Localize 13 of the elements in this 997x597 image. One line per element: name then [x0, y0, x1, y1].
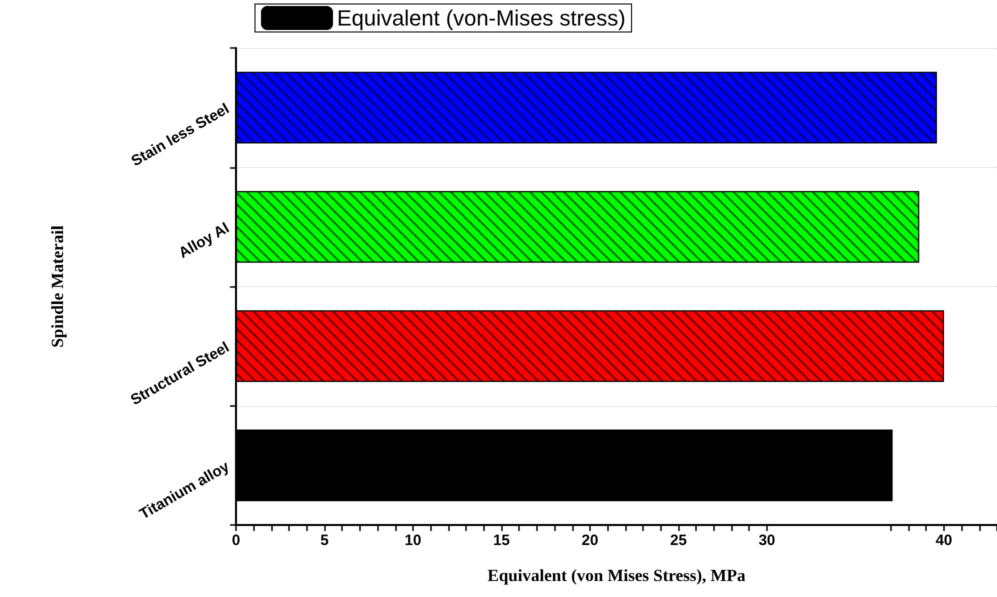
x-tick-label: 0 [232, 532, 240, 549]
x-tick-label: 40 [936, 532, 952, 549]
x-tick-label: 20 [582, 532, 598, 549]
x-tick-label: 15 [493, 532, 510, 549]
x-axis-title: Equivalent (von Mises Stress), MPa [488, 566, 746, 585]
x-tick-label: 30 [758, 532, 776, 549]
y-axis-title: Spindle Materail [48, 225, 67, 348]
x-tick-label: 10 [404, 532, 422, 549]
legend-label: Equivalent (von-Mises stress) [337, 6, 626, 30]
x-tick-label: 25 [670, 532, 687, 549]
y-tick-label: Alloy Al [176, 220, 232, 262]
y-tick-label: Stain less Steel [128, 100, 232, 170]
x-tick-label: 5 [320, 532, 329, 549]
